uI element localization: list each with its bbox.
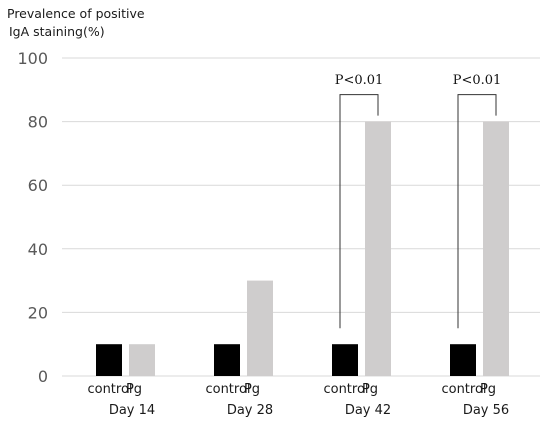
- bar-pg-day-14: [129, 344, 155, 376]
- y-axis-ticks: 0 20 40 60 80 100: [17, 49, 48, 386]
- bar-control-day-42: [332, 344, 358, 376]
- label-control-day-28: control: [205, 382, 250, 397]
- bars: [96, 121, 509, 376]
- bar-control-day-56: [450, 344, 476, 376]
- bracket-day-56: [457, 94, 497, 329]
- label-day-28: Day 28: [227, 403, 273, 418]
- bar-pg-day-56: [483, 121, 509, 376]
- y-tick-label-20: 20: [28, 303, 48, 322]
- label-control-day-42: control: [323, 382, 368, 397]
- label-pg-day-28: Pg: [244, 382, 260, 397]
- label-day-42: Day 42: [345, 403, 391, 418]
- y-tick-label-80: 80: [28, 113, 48, 132]
- label-day-14: Day 14: [109, 403, 155, 418]
- label-pg-day-42: Pg: [362, 382, 378, 397]
- y-axis-label-line-2: IgA staining(%): [9, 24, 105, 39]
- label-day-56: Day 56: [463, 403, 509, 418]
- label-control-day-56: control: [441, 382, 486, 397]
- y-axis-label-line-1: Prevalence of positive: [7, 6, 145, 21]
- bar-pg-day-28: [247, 280, 273, 376]
- pvalue-day-56: P<0.01: [453, 73, 502, 88]
- y-tick-label-40: 40: [28, 240, 48, 259]
- significance-brackets: P<0.01 P<0.01: [335, 73, 502, 329]
- label-pg-day-14: Pg: [126, 382, 142, 397]
- label-control-day-14: control: [87, 382, 132, 397]
- gridlines: [62, 57, 540, 377]
- label-pg-day-56: Pg: [480, 382, 496, 397]
- bracket-day-42: [339, 94, 379, 329]
- pvalue-day-42: P<0.01: [335, 73, 384, 88]
- bar-control-day-28: [214, 344, 240, 376]
- y-tick-label-100: 100: [17, 49, 48, 68]
- y-tick-label-60: 60: [28, 176, 48, 195]
- y-tick-label-0: 0: [38, 367, 48, 386]
- bar-control-day-14: [96, 344, 122, 376]
- bar-pg-day-42: [365, 121, 391, 376]
